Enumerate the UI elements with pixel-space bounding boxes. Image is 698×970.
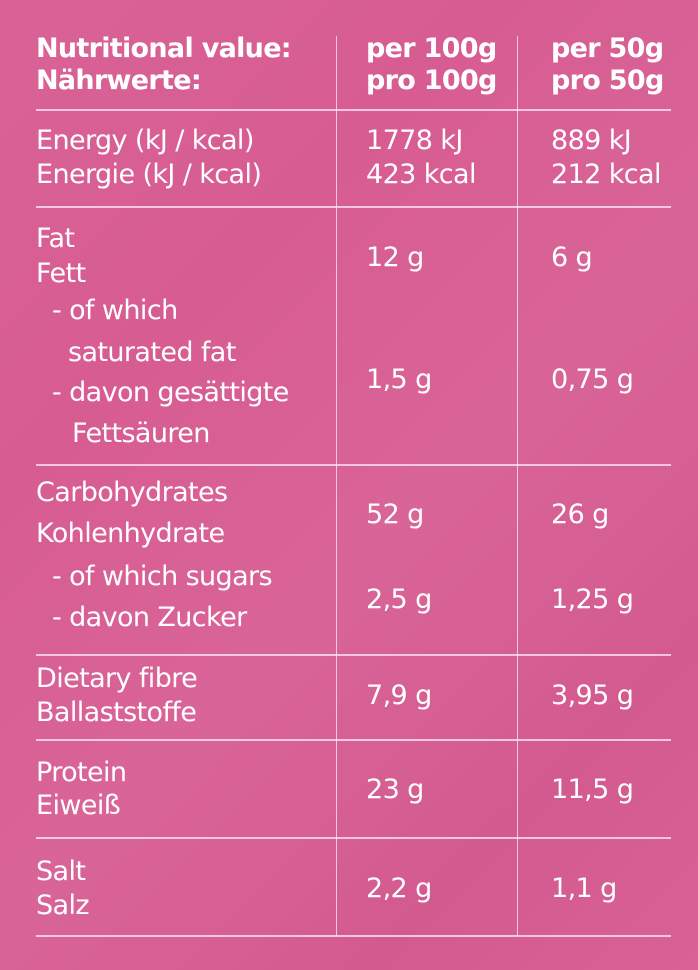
row-carbs-sub-de: - davon Zucker bbox=[52, 602, 247, 633]
row-energy-per100-kj: 1778 kJ bbox=[366, 125, 463, 156]
row-divider bbox=[36, 206, 671, 208]
row-fibre-label-de: Ballaststoffe bbox=[36, 697, 197, 728]
row-fat-sat-per50: 0,75 g bbox=[551, 364, 634, 395]
row-energy-label-de: Energie (kJ / kcal) bbox=[36, 159, 262, 190]
row-fat-sub-en-2: saturated fat bbox=[68, 337, 236, 368]
row-protein-per100: 23 g bbox=[366, 774, 424, 805]
row-fibre-label-en: Dietary fibre bbox=[36, 663, 198, 694]
row-divider bbox=[36, 654, 671, 656]
row-energy-per50-kcal: 212 kcal bbox=[551, 159, 661, 190]
row-divider bbox=[36, 837, 671, 839]
row-divider bbox=[36, 935, 671, 937]
row-divider bbox=[36, 464, 671, 466]
row-carbs-sub-en: - of which sugars bbox=[52, 561, 273, 592]
nutrition-table: Nutritional value: Nährwerte: per 100g p… bbox=[36, 0, 671, 970]
row-energy-per50-kj: 889 kJ bbox=[551, 125, 632, 156]
row-energy-per100-kcal: 423 kcal bbox=[366, 159, 476, 190]
column-divider-2 bbox=[517, 36, 518, 936]
row-carbs-per50: 26 g bbox=[551, 499, 609, 530]
row-divider bbox=[36, 739, 671, 741]
header-label-en: Nutritional value: bbox=[36, 33, 292, 64]
row-fat-label-en: Fat bbox=[36, 223, 75, 254]
header-per50-en: per 50g bbox=[551, 33, 664, 64]
row-sugars-per100: 2,5 g bbox=[366, 584, 432, 615]
header-per100-de: pro 100g bbox=[366, 65, 497, 96]
row-salt-per100: 2,2 g bbox=[366, 873, 432, 904]
column-divider-1 bbox=[336, 36, 337, 936]
row-fat-sub-en-1: - of which bbox=[52, 295, 178, 326]
row-divider bbox=[36, 109, 671, 111]
row-fibre-per100: 7,9 g bbox=[366, 680, 432, 711]
row-protein-label-de: Eiweiß bbox=[36, 790, 121, 821]
row-protein-per50: 11,5 g bbox=[551, 774, 634, 805]
row-salt-label-de: Salz bbox=[36, 890, 90, 921]
row-fat-sub-de-1: - davon gesättigte bbox=[52, 377, 289, 408]
row-energy-label-en: Energy (kJ / kcal) bbox=[36, 125, 254, 156]
row-carbs-per100: 52 g bbox=[366, 499, 424, 530]
row-salt-per50: 1,1 g bbox=[551, 873, 617, 904]
row-protein-label-en: Protein bbox=[36, 757, 127, 788]
row-sugars-per50: 1,25 g bbox=[551, 584, 634, 615]
row-carbs-label-en: Carbohydrates bbox=[36, 477, 228, 508]
row-salt-label-en: Salt bbox=[36, 856, 86, 887]
row-fibre-per50: 3,95 g bbox=[551, 680, 634, 711]
row-fat-per100: 12 g bbox=[366, 242, 424, 273]
row-carbs-label-de: Kohlenhydrate bbox=[36, 518, 225, 549]
row-fat-label-de: Fett bbox=[36, 258, 86, 289]
header-label-de: Nährwerte: bbox=[36, 65, 202, 96]
row-fat-sat-per100: 1,5 g bbox=[366, 364, 432, 395]
header-per100-en: per 100g bbox=[366, 33, 497, 64]
row-fat-sub-de-2: Fettsäuren bbox=[72, 418, 210, 449]
header-per50-de: pro 50g bbox=[551, 65, 664, 96]
row-fat-per50: 6 g bbox=[551, 242, 593, 273]
